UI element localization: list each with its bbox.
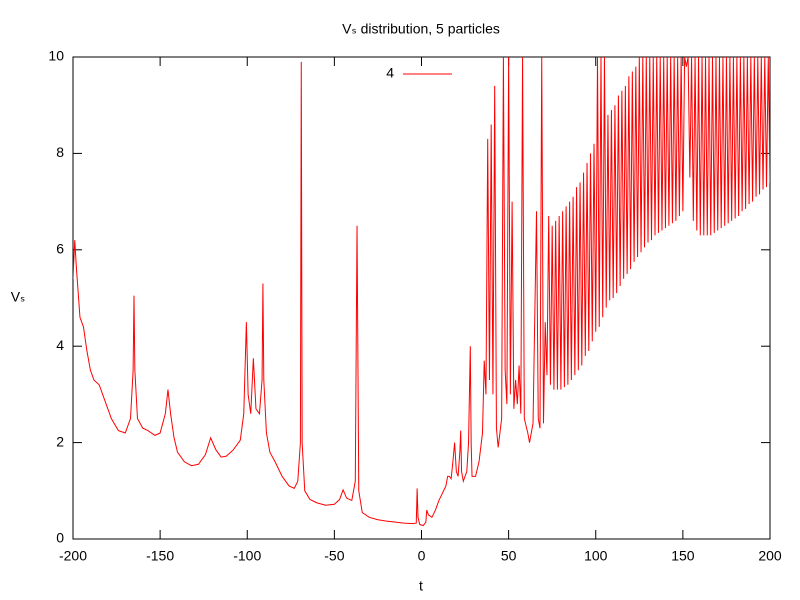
legend-label: 4 — [386, 65, 394, 81]
x-tick-label: 50 — [501, 548, 517, 564]
x-tick-label: -200 — [59, 548, 87, 564]
y-tick-label: 8 — [56, 144, 64, 160]
x-tick-label: -150 — [146, 548, 174, 564]
plot-border — [72, 56, 771, 540]
x-axis-label: t — [419, 578, 423, 594]
data-line — [73, 57, 770, 527]
y-tick-label: 2 — [56, 433, 64, 449]
y-tick-label: 0 — [56, 530, 64, 546]
y-tick-label: 4 — [56, 337, 64, 353]
y-axis-label: Vₛ — [11, 289, 26, 305]
y-tick-label: 10 — [48, 48, 64, 64]
y-tick-label: 6 — [56, 241, 64, 257]
x-tick-label: 0 — [418, 548, 426, 564]
x-tick-label: -50 — [324, 548, 344, 564]
x-tick-label: 150 — [671, 548, 695, 564]
x-tick-label: 100 — [584, 548, 608, 564]
x-tick-label: -100 — [233, 548, 261, 564]
x-tick-label: 200 — [758, 548, 782, 564]
chart-title: Vₛ distribution, 5 particles — [342, 21, 500, 37]
